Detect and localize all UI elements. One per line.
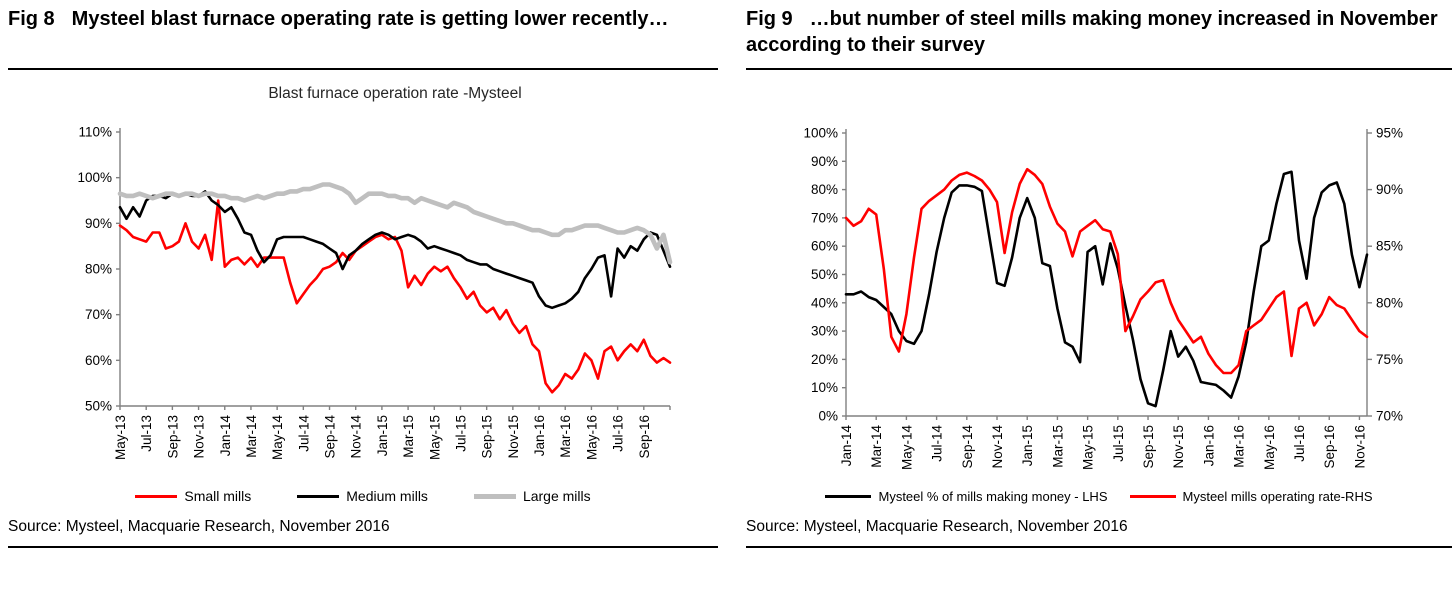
left-y-tick-label: 60% (811, 239, 838, 254)
fig9-header: Fig 9 …but number of steel mills making m… (746, 0, 1452, 70)
x-tick-label: May-13 (113, 415, 128, 460)
fig9-source: Source: Mysteel, Macquarie Research, Nov… (746, 518, 1452, 548)
fig8-legend: Small mills Medium mills Large mills (8, 484, 718, 508)
fig9-line-chart: 100% 90% 80% 70% 60% 50% 40% 30% 20% 10% 0% 95% 90% 8… (803, 126, 1403, 471)
fig8-label: Fig 8 (8, 8, 55, 30)
x-tick-label: Mar-15 (401, 415, 416, 458)
x-tick-label: Jan-16 (1201, 425, 1216, 466)
x-tick-label: May-14 (270, 415, 285, 461)
left-y-tick-label: 20% (811, 352, 838, 367)
left-y-tick-label: 40% (811, 295, 838, 310)
legend-label: Medium mills (346, 488, 428, 504)
legend-item-large-mills: Large mills (473, 488, 591, 504)
left-y-tick-label: 100% (803, 126, 838, 141)
right-y-tick-label: 70% (1376, 409, 1403, 424)
chart-title: Blast furnace operation rate -Mysteel (268, 85, 521, 102)
legend-line-swatch (473, 493, 516, 499)
fig8-header: Fig 8 Mysteel blast furnace operating rat… (8, 0, 718, 70)
x-tick-label: Nov-15 (506, 415, 521, 459)
legend-label: Mysteel % of mills making money - LHS (878, 488, 1108, 504)
left-y-tick-label: 70% (85, 307, 112, 322)
x-tick-label: Jul-16 (611, 415, 626, 452)
x-tick-label: Jan-14 (839, 425, 854, 467)
legend-line-swatch (135, 494, 178, 498)
left-y-tick-label: 10% (811, 380, 838, 395)
x-tick-label: Mar-16 (1232, 425, 1247, 468)
left-y-tick-label: 90% (85, 216, 112, 231)
legend-item-mysteel-of-mills-making-money-lhs: Mysteel % of mills making money - LHS (825, 488, 1108, 504)
x-tick-label: Jul-13 (139, 415, 154, 452)
fig8-source: Source: Mysteel, Macquarie Research, Nov… (8, 518, 718, 548)
left-y-tick-label: 80% (811, 182, 838, 197)
x-tick-label: Jan-16 (532, 415, 547, 456)
left-y-tick-label: 0% (818, 409, 838, 424)
legend-label: Small mills (184, 488, 252, 504)
x-tick-label: Sep-14 (960, 425, 975, 469)
legend-item-medium-mills: Medium mills (297, 488, 428, 504)
x-tick-label: Nov-16 (1352, 425, 1367, 469)
x-tick-label: Sep-16 (1322, 425, 1337, 469)
x-tick-label: Mar-14 (869, 425, 884, 468)
x-tick-label: Mar-14 (244, 415, 259, 458)
x-tick-label: Sep-15 (1141, 425, 1156, 469)
fig8-line-chart: Blast furnace operation rate -Mysteel 110… (77, 85, 673, 461)
fig9-panel: Fig 9 …but number of steel mills making m… (746, 0, 1452, 591)
left-y-tick-label: 110% (78, 125, 112, 140)
left-y-tick-label: 80% (85, 262, 112, 277)
x-tick-label: Jul-15 (1111, 425, 1126, 462)
x-tick-label: Mar-16 (558, 415, 573, 458)
legend-line-swatch (297, 494, 340, 498)
fig9-legend: Mysteel % of mills making money - LHS Mys… (746, 484, 1452, 508)
legend-label: Large mills (522, 488, 591, 504)
x-tick-label: Sep-13 (165, 415, 180, 459)
left-y-tick-label: 30% (811, 324, 838, 339)
x-tick-label: May-16 (1262, 425, 1277, 470)
x-tick-label: Mar-15 (1050, 425, 1065, 468)
x-tick-label: May-14 (899, 425, 914, 471)
right-y-tick-label: 95% (1376, 126, 1403, 141)
legend-item-small-mills: Small mills (135, 488, 251, 504)
x-tick-label: Jul-16 (1292, 425, 1307, 462)
series-medium-mills (118, 190, 672, 310)
x-tick-label: Jul-14 (930, 425, 945, 462)
legend-line-swatch (825, 494, 872, 498)
left-y-tick-label: 50% (811, 267, 838, 282)
left-y-tick-label: 50% (85, 399, 112, 414)
series-small-mills (118, 199, 672, 394)
x-tick-label: Nov-14 (349, 415, 364, 459)
legend-label: Mysteel mills operating rate-RHS (1182, 488, 1373, 504)
x-tick-label: Jan-14 (218, 415, 233, 457)
x-tick-label: Sep-14 (323, 415, 338, 459)
fig9-label: Fig 9 (746, 8, 793, 30)
series-large-mills (117, 182, 673, 265)
x-tick-label: Sep-15 (480, 415, 495, 459)
fig8-panel: Fig 8 Mysteel blast furnace operating rat… (8, 0, 718, 591)
series-mysteel-of-mills-making-money-lhs (844, 170, 1369, 408)
right-y-tick-label: 90% (1376, 182, 1403, 197)
right-y-tick-label: 75% (1376, 352, 1403, 367)
left-y-tick-label: 60% (85, 353, 112, 368)
x-tick-label: Sep-16 (637, 415, 652, 459)
x-tick-label: Jul-14 (296, 415, 311, 452)
left-y-tick-label: 100% (77, 170, 112, 185)
legend-item-mysteel-mills-operating-rate-rhs: Mysteel mills operating rate-RHS (1129, 488, 1373, 504)
x-tick-label: Jan-15 (1020, 425, 1035, 466)
fig9-title: …but number of steel mills making money … (746, 8, 1438, 56)
x-tick-label: May-15 (1081, 425, 1096, 470)
x-tick-label: Nov-15 (1171, 425, 1186, 469)
x-tick-label: Jul-15 (453, 415, 468, 452)
x-tick-label: Jan-15 (375, 415, 390, 456)
x-tick-label: Nov-14 (990, 425, 1005, 469)
x-tick-label: May-15 (427, 415, 442, 460)
series-mysteel-mills-operating-rate-rhs (844, 167, 1369, 375)
fig8-title: Mysteel blast furnace operating rate is … (71, 8, 669, 30)
right-y-tick-label: 80% (1376, 295, 1403, 310)
right-y-tick-label: 85% (1376, 239, 1403, 254)
x-tick-label: Nov-13 (192, 415, 207, 459)
left-y-tick-label: 70% (811, 210, 838, 225)
left-y-tick-label: 90% (811, 154, 838, 169)
x-tick-label: May-16 (584, 415, 599, 460)
legend-line-swatch (1129, 494, 1176, 498)
